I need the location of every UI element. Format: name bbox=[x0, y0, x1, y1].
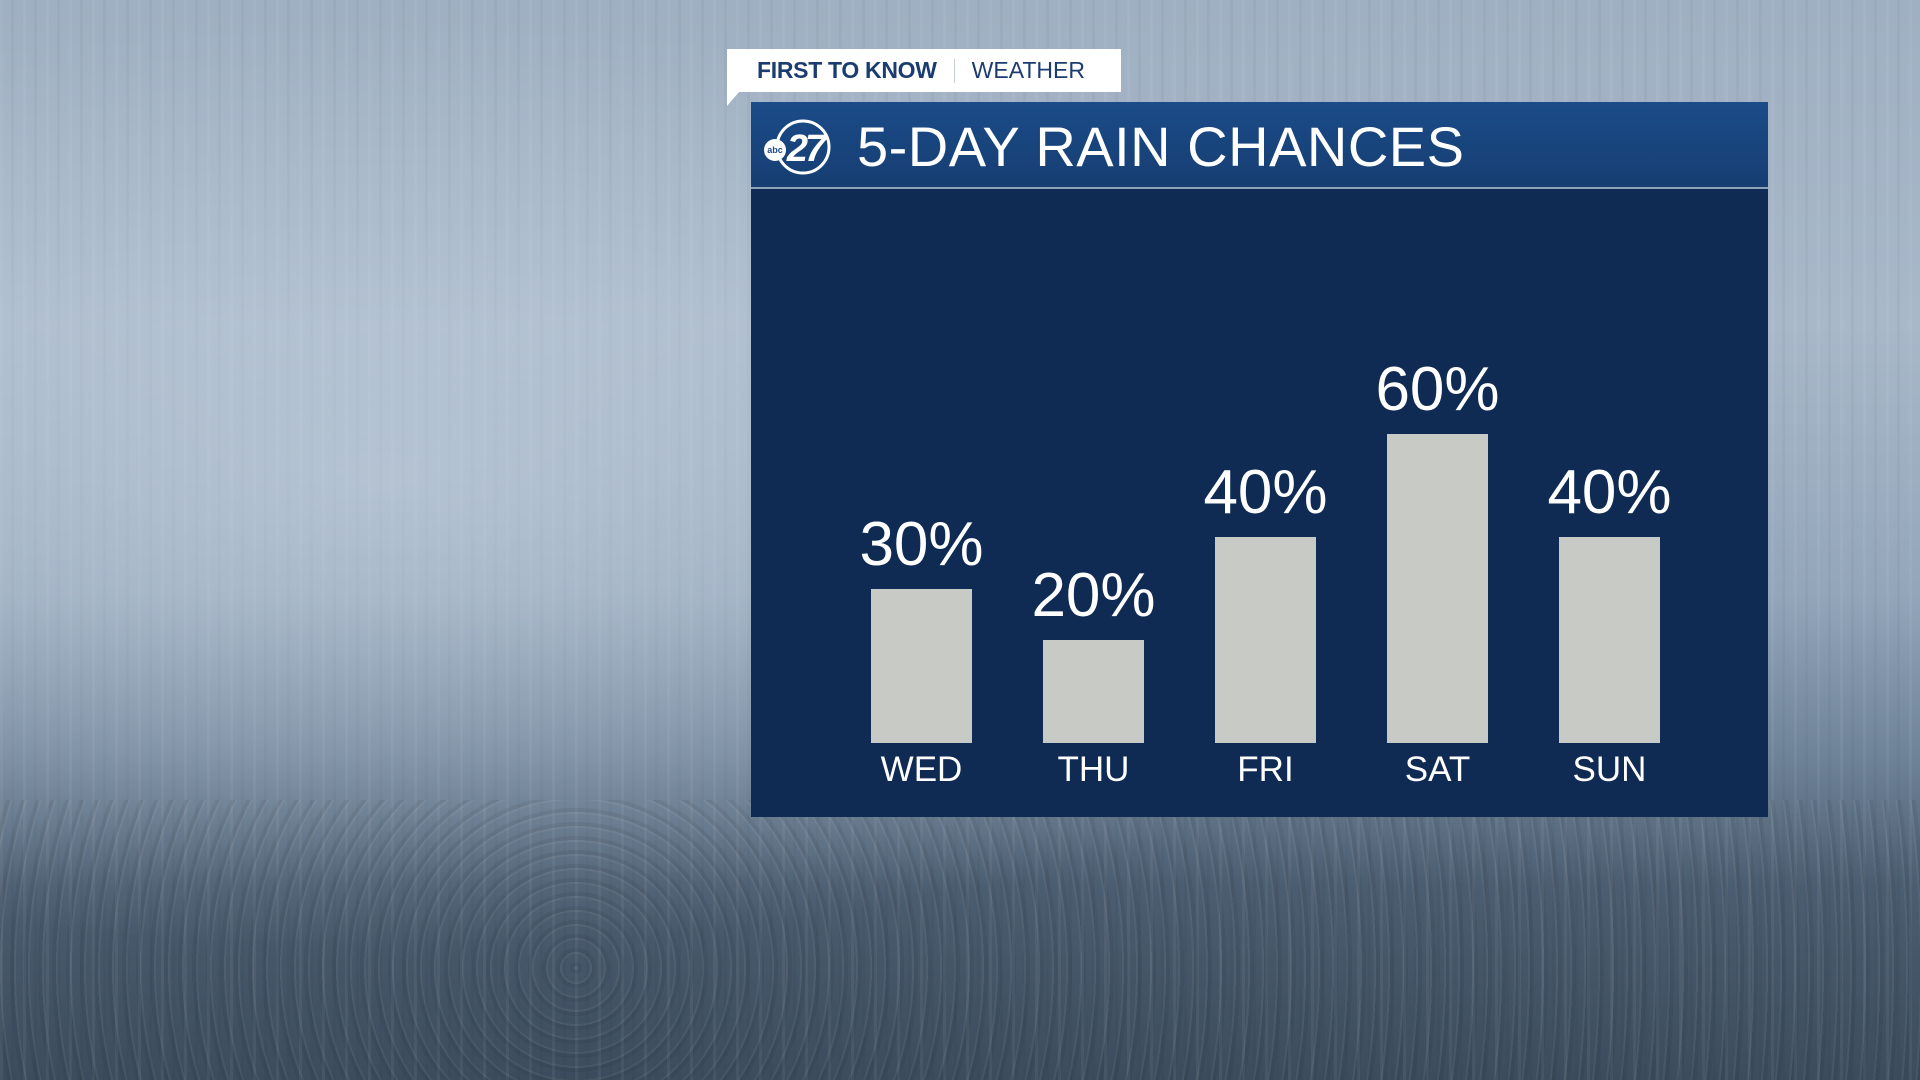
svg-text:27: 27 bbox=[786, 128, 828, 170]
tag-brand: FIRST TO KNOW bbox=[757, 57, 937, 83]
value-label-wed: 30% bbox=[859, 509, 984, 579]
day-label-wed: WED bbox=[880, 750, 963, 789]
bar-thu bbox=[1043, 640, 1144, 743]
tag-section: WEATHER bbox=[971, 57, 1085, 83]
bar-sun bbox=[1559, 537, 1660, 743]
value-label-sat: 60% bbox=[1375, 355, 1500, 424]
bar-sat bbox=[1387, 434, 1488, 743]
chart-title: 5-DAY RAIN CHANCES bbox=[857, 115, 1465, 178]
abc27-logo: abc 27 bbox=[764, 119, 831, 175]
first-to-know-weather-tag: FIRST TO KNOW WEATHER bbox=[727, 49, 1121, 92]
value-label-fri: 40% bbox=[1203, 458, 1328, 527]
day-label-sun: SUN bbox=[1572, 750, 1647, 789]
day-label-fri: FRI bbox=[1237, 750, 1294, 789]
value-label-sun: 40% bbox=[1547, 458, 1672, 527]
tag-divider bbox=[953, 58, 955, 83]
day-label-sat: SAT bbox=[1404, 750, 1471, 789]
rain-background bbox=[0, 800, 1920, 1080]
bar-fri bbox=[1215, 537, 1316, 743]
tag-tail bbox=[727, 92, 739, 106]
bar-wed bbox=[871, 588, 972, 743]
chart-panel: abc 27 5-DAY RAIN CHANCES 30% WED 20% THU 40… bbox=[751, 102, 1768, 817]
svg-text:abc: abc bbox=[767, 145, 783, 155]
chart-header: abc 27 5-DAY RAIN CHANCES bbox=[751, 102, 1768, 189]
value-label-thu: 20% bbox=[1031, 561, 1156, 630]
day-label-thu: THU bbox=[1057, 750, 1130, 789]
